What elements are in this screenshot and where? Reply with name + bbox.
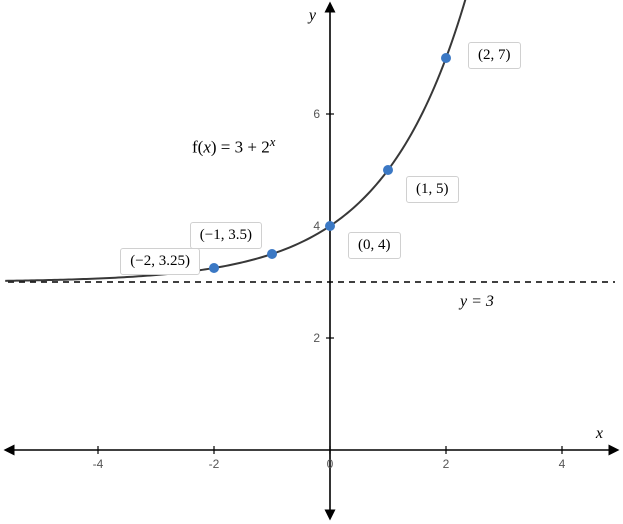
data-point	[209, 263, 219, 273]
x-axis-label: x	[595, 425, 603, 442]
x-tick-label: -2	[209, 457, 220, 471]
x-tick-label: -4	[93, 457, 104, 471]
point-label: (1, 5)	[406, 176, 459, 203]
function-formula: f(x) = 3 + 2x	[192, 135, 275, 158]
point-label: (−2, 3.25)	[120, 248, 200, 275]
y-tick-label: 6	[313, 107, 320, 121]
point-label: (2, 7)	[468, 42, 521, 69]
exponential-chart: -4 -2 0 2 4 2 4 6 x y f(x) = 3 + 2x y = 3 (−2, 3.…	[0, 0, 623, 524]
x-tick-label: 2	[443, 457, 450, 471]
y-tick-label: 4	[313, 219, 320, 233]
asymptote-label: y = 3	[460, 293, 494, 311]
y-tick-label: 2	[313, 331, 320, 345]
data-point	[383, 165, 393, 175]
point-label: (−1, 3.5)	[190, 222, 262, 249]
data-point	[325, 221, 335, 231]
point-label: (0, 4)	[348, 232, 401, 259]
x-tick-label: 4	[559, 457, 566, 471]
x-tick-label: 0	[327, 457, 334, 471]
data-point	[267, 249, 277, 259]
y-axis-label: y	[307, 7, 317, 24]
data-point	[441, 53, 451, 63]
chart-svg: -4 -2 0 2 4 2 4 6 x y	[0, 0, 623, 524]
